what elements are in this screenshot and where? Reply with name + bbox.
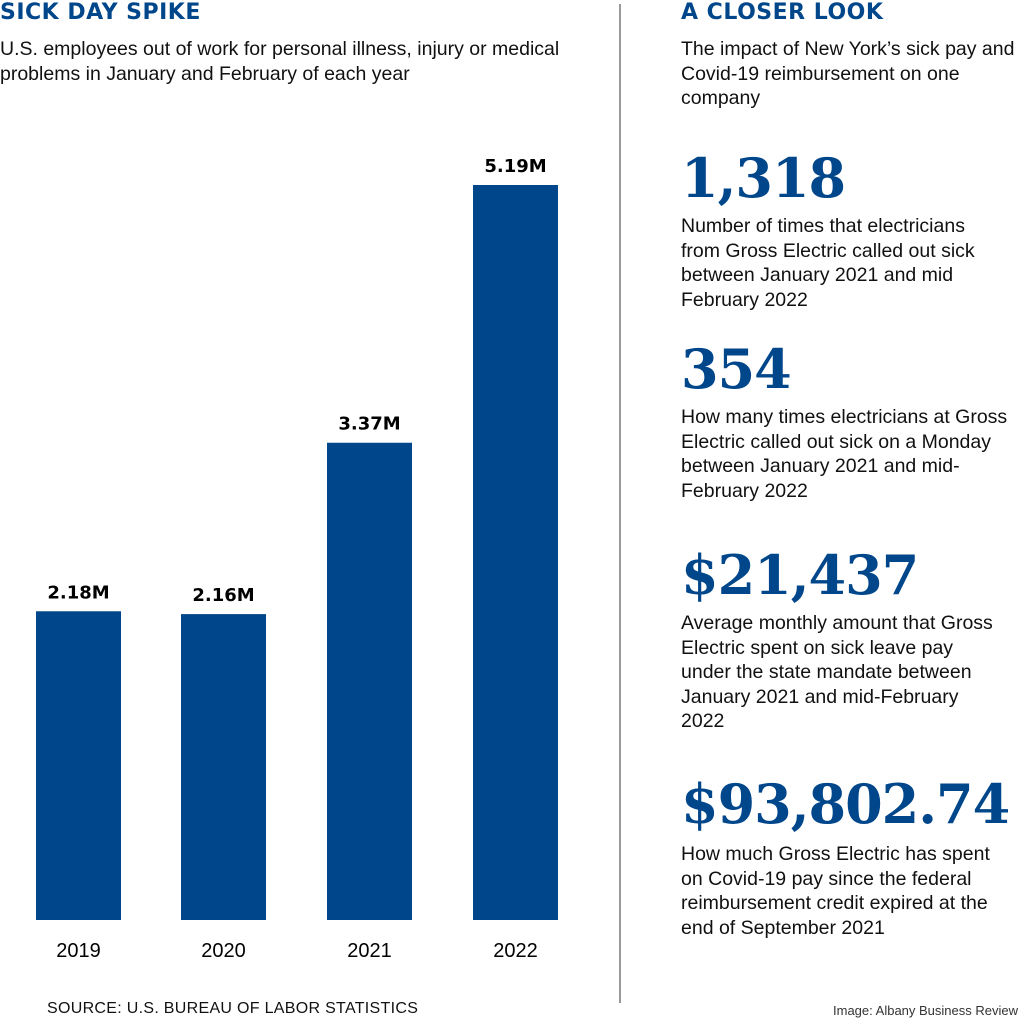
stat-text: Average monthly amount that Gross Electr… [681,612,993,732]
stat-value: 1,318 [681,146,846,210]
source-note: SOURCE: U.S. BUREAU OF LABOR STATISTICS [47,1000,419,1017]
data-label: 2.18M [47,582,109,603]
stat-text: How much Gross Electric has spent on Cov… [681,843,990,939]
chart-subtitle: U.S. employees out of work for personal … [0,38,560,85]
x-tick-label: 2019 [56,940,101,962]
bar-2020 [181,614,266,920]
chart-title: SICK DAY SPIKE [0,0,201,25]
bar-2022 [473,185,558,920]
stat-value: 354 [681,337,792,401]
data-label: 3.37M [338,414,400,435]
closer-look-subtitle: The impact of New York’s sick pay and Co… [681,38,1015,109]
bar-chart: 2.18M 2019 2.16M 2020 3.37M 2021 5.19M 2022 [36,156,558,962]
stat-text: Number of times that electricians from G… [681,215,975,311]
x-tick-label: 2020 [201,940,246,962]
bar-2019 [36,611,121,920]
image-credit: Image: Albany Business Review [833,1003,1018,1018]
stat-value: $21,437 [681,543,919,607]
data-label: 5.19M [484,156,546,177]
x-tick-label: 2022 [493,940,538,962]
data-label: 2.16M [192,585,254,606]
stat-text: How many times electricians at Gross Ele… [681,406,1008,502]
x-tick-label: 2021 [347,940,392,962]
stat-value: $93,802.74 [681,772,1010,836]
divider [619,4,621,1003]
closer-look-title: A CLOSER LOOK [681,0,884,25]
bar-2021 [327,442,412,920]
